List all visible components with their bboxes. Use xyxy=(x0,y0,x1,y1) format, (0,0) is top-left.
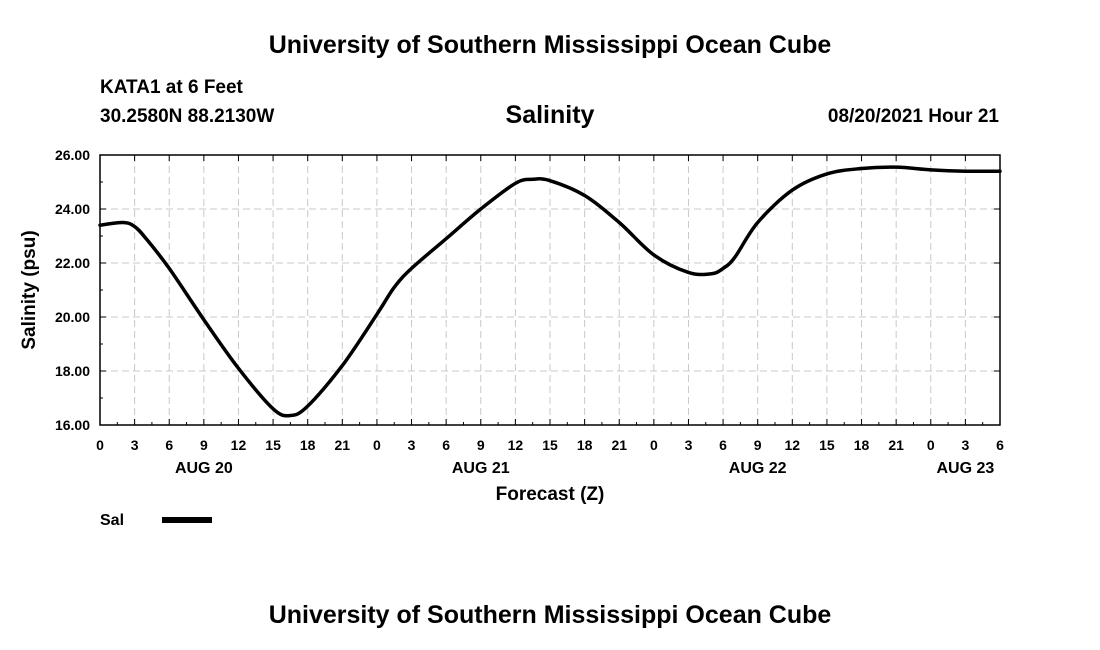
x-tick-label: 18 xyxy=(577,437,593,453)
x-day-label: AUG 20 xyxy=(175,460,233,477)
x-tick-label: 6 xyxy=(996,437,1004,453)
x-tick-label: 18 xyxy=(300,437,316,453)
grid-lines xyxy=(100,155,1000,425)
x-tick-label: 12 xyxy=(231,437,247,453)
x-tick-label: 21 xyxy=(611,437,627,453)
x-tick-label: 3 xyxy=(961,437,969,453)
y-tick-label: 22.00 xyxy=(55,255,90,271)
x-axis-title: Forecast (Z) xyxy=(496,484,605,505)
plot-frame xyxy=(99,154,1001,426)
x-tick-label: 12 xyxy=(785,437,801,453)
x-tick-label: 3 xyxy=(131,437,139,453)
x-day-label: AUG 23 xyxy=(936,460,994,477)
page-title: University of Southern Mississippi Ocean… xyxy=(268,31,832,59)
x-tick-label: 12 xyxy=(508,437,524,453)
x-day-label: AUG 22 xyxy=(729,460,787,477)
x-tick-label: 6 xyxy=(165,437,173,453)
station-label: KATA1 at 6 Feet xyxy=(100,77,243,98)
x-tick-label: 6 xyxy=(719,437,727,453)
y-tick-label: 18.00 xyxy=(55,363,90,379)
x-tick-label: 9 xyxy=(200,437,208,453)
x-tick-label: 21 xyxy=(888,437,904,453)
x-tick-label: 9 xyxy=(477,437,485,453)
y-axis-title: Salinity (psu) xyxy=(19,230,40,349)
x-tick-label: 15 xyxy=(542,437,558,453)
x-tick-label: 15 xyxy=(819,437,835,453)
x-tick-label: 9 xyxy=(754,437,762,453)
footer-title: University of Southern Mississippi Ocean… xyxy=(268,601,832,629)
y-tick-label: 20.00 xyxy=(55,309,90,325)
x-tick-label: 0 xyxy=(373,437,381,453)
x-tick-label: 6 xyxy=(442,437,450,453)
series-line-sal xyxy=(98,165,1002,418)
x-tick-label: 3 xyxy=(685,437,693,453)
valid-time: 08/20/2021 Hour 21 xyxy=(827,106,999,127)
y-tick-label: 16.00 xyxy=(55,417,90,433)
series-layer xyxy=(98,165,1002,418)
x-day-label: AUG 21 xyxy=(452,460,510,477)
x-tick-label: 3 xyxy=(408,437,416,453)
station-coordinates: 30.2580N 88.2130W xyxy=(100,106,275,127)
x-tick-label: 0 xyxy=(650,437,658,453)
x-tick-label: 0 xyxy=(96,437,104,453)
legend-label-sal: Sal xyxy=(100,512,124,529)
legend: Sal xyxy=(100,512,212,529)
x-tick-label: 18 xyxy=(854,437,870,453)
axis-labels: 0 3 6 9 12 15 18 21 0 3 6 9 12 15 18 21 0 3 6 9 12 15 18 21 0 3 6 1… xyxy=(55,147,1004,477)
x-tick-label: 0 xyxy=(927,437,935,453)
y-tick-label: 26.00 xyxy=(55,147,90,163)
x-tick-label: 15 xyxy=(265,437,281,453)
x-tick-label: 21 xyxy=(335,437,351,453)
y-tick-label: 24.00 xyxy=(55,201,90,217)
chart-title: Salinity xyxy=(505,101,595,129)
